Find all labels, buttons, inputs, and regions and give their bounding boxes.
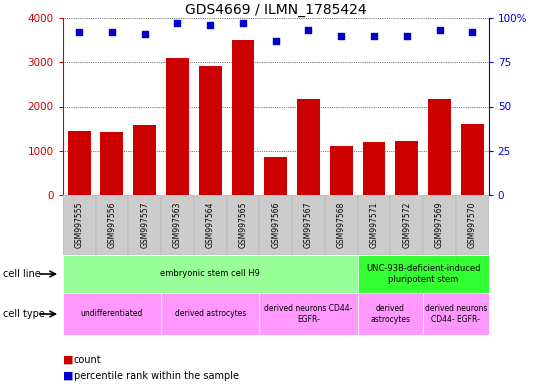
Text: GSM997556: GSM997556: [108, 202, 116, 248]
Point: [304, 27, 313, 33]
Bar: [63, 293, 161, 335]
Bar: [325, 195, 358, 255]
Text: UNC-93B-deficient-induced
pluripotent stem: UNC-93B-deficient-induced pluripotent st…: [366, 264, 480, 284]
Bar: [199, 66, 222, 195]
Bar: [358, 293, 423, 335]
Bar: [358, 255, 489, 293]
Text: GSM997569: GSM997569: [435, 202, 444, 248]
Text: derived astrocytes: derived astrocytes: [175, 310, 246, 318]
Bar: [100, 132, 123, 195]
Text: GSM997564: GSM997564: [206, 202, 215, 248]
Text: GSM997572: GSM997572: [402, 202, 411, 248]
Point: [468, 29, 477, 35]
Bar: [259, 293, 358, 335]
Text: GSM997566: GSM997566: [271, 202, 280, 248]
Text: embryonic stem cell H9: embryonic stem cell H9: [161, 270, 260, 278]
Text: GSM997570: GSM997570: [468, 202, 477, 248]
Bar: [461, 124, 484, 195]
Bar: [227, 195, 259, 255]
Bar: [292, 195, 325, 255]
Text: count: count: [74, 355, 102, 365]
Text: cell type: cell type: [3, 309, 45, 319]
Text: derived neurons
CD44- EGFR-: derived neurons CD44- EGFR-: [425, 304, 487, 324]
Point: [206, 22, 215, 28]
Bar: [161, 293, 259, 335]
Bar: [456, 195, 489, 255]
Bar: [128, 195, 161, 255]
Point: [173, 20, 182, 26]
Text: undifferentiated: undifferentiated: [81, 310, 143, 318]
Bar: [363, 142, 385, 195]
Bar: [68, 131, 91, 195]
Text: GSM997555: GSM997555: [75, 202, 84, 248]
Bar: [259, 195, 292, 255]
Bar: [423, 195, 456, 255]
Title: GDS4669 / ILMN_1785424: GDS4669 / ILMN_1785424: [185, 3, 366, 17]
Bar: [390, 195, 423, 255]
Text: percentile rank within the sample: percentile rank within the sample: [74, 371, 239, 381]
Text: ■: ■: [63, 371, 73, 381]
Bar: [297, 99, 320, 195]
Bar: [133, 125, 156, 195]
Point: [239, 20, 247, 26]
Point: [402, 33, 411, 39]
Bar: [395, 141, 418, 195]
Bar: [423, 293, 489, 335]
Bar: [63, 255, 358, 293]
Point: [271, 38, 280, 44]
Bar: [161, 195, 194, 255]
Bar: [194, 195, 227, 255]
Text: GSM997557: GSM997557: [140, 202, 149, 248]
Bar: [63, 195, 96, 255]
Bar: [428, 99, 451, 195]
Point: [75, 29, 84, 35]
Bar: [330, 146, 353, 195]
Text: GSM997571: GSM997571: [370, 202, 378, 248]
Bar: [358, 195, 390, 255]
Text: GSM997567: GSM997567: [304, 202, 313, 248]
Point: [140, 31, 149, 37]
Bar: [232, 40, 254, 195]
Text: ■: ■: [63, 355, 73, 365]
Point: [370, 33, 378, 39]
Bar: [264, 157, 287, 195]
Point: [108, 29, 116, 35]
Bar: [166, 58, 189, 195]
Text: derived
astrocytes: derived astrocytes: [370, 304, 411, 324]
Text: GSM997563: GSM997563: [173, 202, 182, 248]
Point: [337, 33, 346, 39]
Text: GSM997568: GSM997568: [337, 202, 346, 248]
Text: derived neurons CD44-
EGFR-: derived neurons CD44- EGFR-: [264, 304, 353, 324]
Point: [435, 27, 444, 33]
Bar: [96, 195, 128, 255]
Text: GSM997565: GSM997565: [239, 202, 247, 248]
Text: cell line: cell line: [3, 269, 40, 279]
